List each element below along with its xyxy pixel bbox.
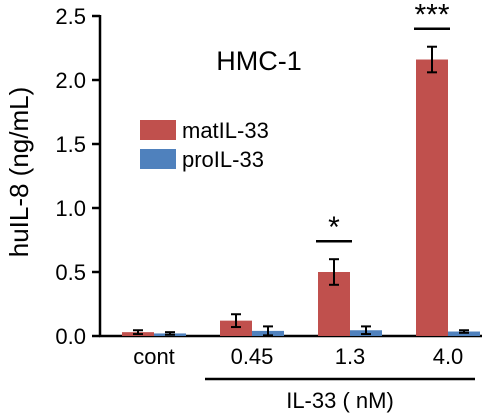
chart-title: HMC-1 (216, 46, 302, 76)
legend-swatch-proil-33 (140, 149, 176, 169)
legend-swatch-matil-33 (140, 120, 176, 140)
significance-stars: *** (414, 0, 449, 32)
y-tick-label: 0.5 (55, 260, 86, 285)
y-tick-label: 2.5 (55, 4, 86, 29)
bars (122, 59, 480, 337)
y-tick-label: 0.0 (55, 324, 86, 349)
legend: matIL-33 proIL-33 (140, 118, 269, 172)
legend-label-proil-33: proIL-33 (182, 147, 264, 172)
y-axis-label: huIL-8 (ng/mL) (4, 87, 34, 258)
y-tick-label: 1.0 (55, 196, 86, 221)
y-tick-label: 1.5 (55, 132, 86, 157)
x-tick-label: 0.45 (231, 344, 274, 369)
x-tick-label: cont (133, 344, 175, 369)
legend-label-matil-33: matIL-33 (182, 118, 269, 143)
x-tick-labels: cont 0.45 1.3 4.0 (133, 344, 463, 369)
significance-markers: **** (316, 0, 450, 244)
x-axis-label: IL-33 ( nM) (286, 388, 394, 413)
y-tick-label: 2.0 (55, 68, 86, 93)
y-ticks: 0.0 0.5 1.0 1.5 2.0 2.5 (55, 4, 100, 349)
bar (220, 320, 252, 336)
bar (416, 59, 448, 337)
x-tick-label: 1.3 (335, 344, 366, 369)
x-tick-label: 4.0 (433, 344, 464, 369)
error-bars (133, 45, 469, 337)
significance-stars: * (328, 211, 340, 244)
